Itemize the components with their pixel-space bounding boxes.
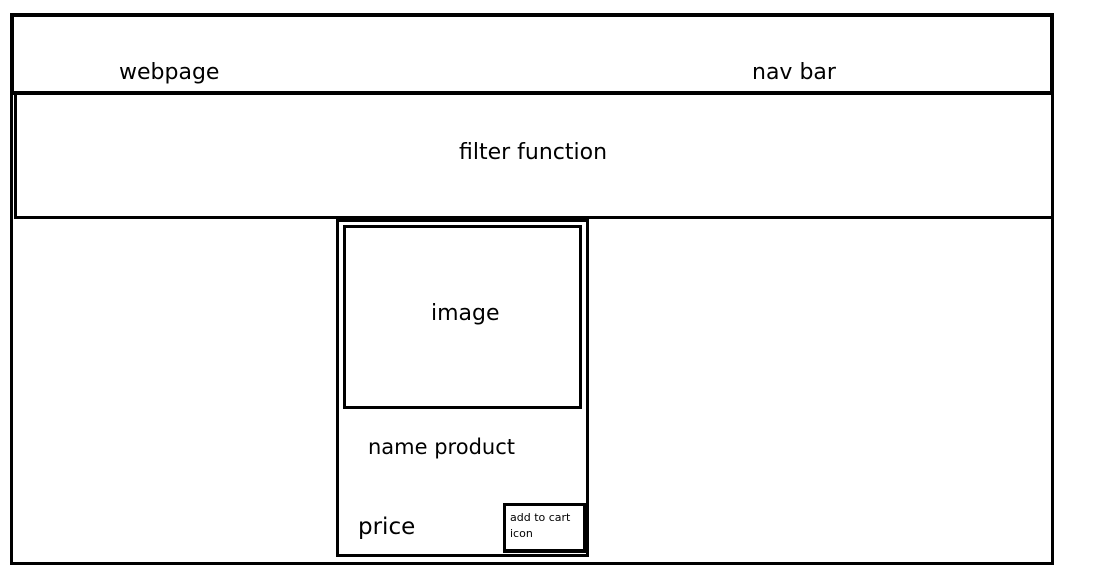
filter-label: filter function	[459, 140, 608, 165]
nav-bar-label[interactable]: nav bar	[752, 60, 836, 85]
product-image[interactable]	[343, 225, 582, 409]
product-name[interactable]: name product	[368, 435, 515, 459]
product-card[interactable]	[336, 217, 589, 557]
product-image-label: image	[431, 301, 500, 326]
add-to-cart-label: add to cart icon	[510, 511, 571, 540]
product-price: price	[358, 514, 416, 540]
webpage-title: webpage	[119, 60, 220, 85]
add-to-cart-button[interactable]: add to cart icon	[503, 503, 587, 553]
